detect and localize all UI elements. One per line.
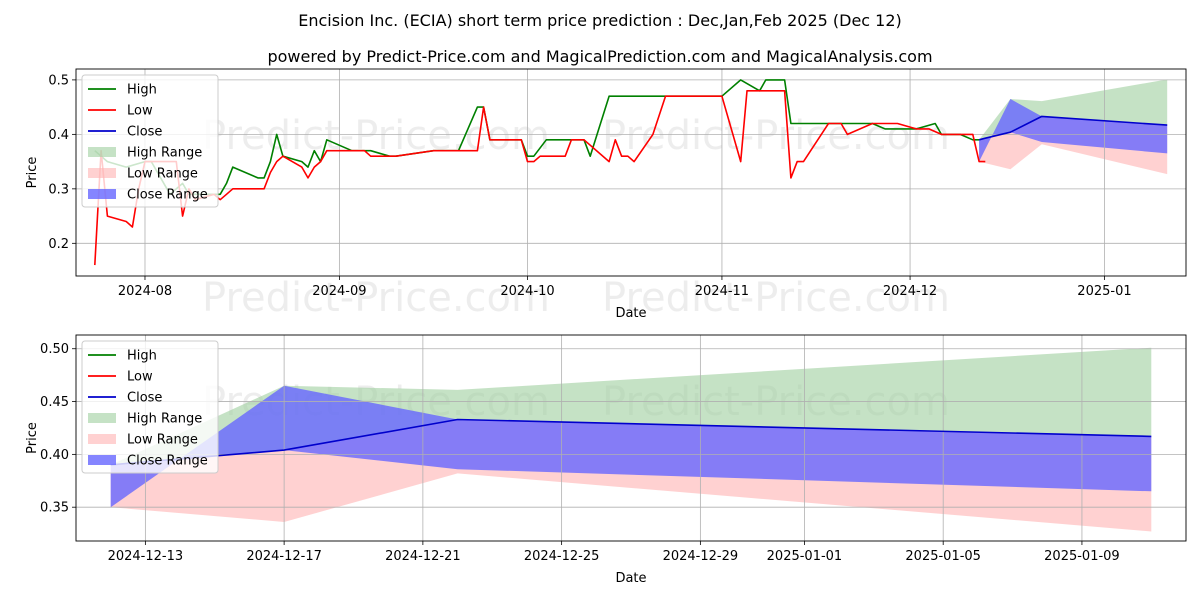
legend-label: Close	[127, 391, 162, 406]
legend-swatch	[88, 168, 116, 178]
legend-swatch	[88, 413, 116, 423]
x-tick-label: 2025-01-09	[1044, 549, 1120, 564]
y-tick-label: 0.5	[48, 73, 69, 88]
y-axis-label: Price	[25, 157, 40, 189]
legend-label: Low Range	[127, 167, 198, 182]
x-tick-label: 2024-10	[500, 284, 554, 299]
legend-swatch	[88, 147, 116, 157]
axes-frame	[75, 68, 1187, 277]
x-axis-label: Date	[615, 306, 646, 321]
x-tick-label: 2024-12-17	[246, 549, 322, 564]
legend-label: Close Range	[127, 454, 208, 469]
watermark-text: Predict-Price.com	[202, 113, 550, 159]
watermark-text: Predict-Price.com	[202, 275, 550, 321]
high-range-area	[110, 347, 1152, 465]
x-tick-label: 2024-12-29	[663, 549, 739, 564]
legend-label: Low	[127, 370, 153, 385]
x-tick-label: 2024-12-25	[524, 549, 600, 564]
legend-label: High Range	[127, 412, 202, 427]
forecast-zoom-chart: Predict-Price.comPredict-Price.com2024-1…	[25, 334, 1187, 586]
x-tick-label: 2024-09	[312, 284, 366, 299]
chart-subtitle: powered by Predict-Price.com and Magical…	[267, 47, 932, 66]
watermark-text: Predict-Price.com	[602, 275, 950, 321]
chart-title: Encision Inc. (ECIA) short term price pr…	[298, 11, 902, 30]
legend-label: High	[127, 349, 157, 364]
axes-frame	[75, 334, 1187, 542]
x-tick-label: 2025-01-05	[905, 549, 981, 564]
legend-label: Close Range	[127, 188, 208, 203]
x-tick-label: 2024-11	[695, 284, 749, 299]
x-axis-label: Date	[615, 571, 646, 586]
x-tick-label: 2025-01-01	[767, 549, 843, 564]
high-line	[94, 79, 980, 196]
close-range-area	[979, 99, 1168, 162]
watermark-text: Predict-Price.com	[602, 113, 950, 159]
legend-label: Low Range	[127, 433, 198, 448]
y-axis-label: Price	[25, 422, 40, 454]
y-tick-label: 0.4	[48, 128, 69, 143]
y-tick-label: 0.35	[40, 501, 69, 516]
y-tick-label: 0.50	[40, 342, 69, 357]
legend-label: Low	[127, 104, 153, 119]
y-tick-label: 0.40	[40, 448, 69, 463]
legend-swatch	[88, 434, 116, 444]
legend-label: High	[127, 83, 157, 98]
high-range-area	[979, 79, 1168, 140]
main-price-chart: Predict-Price.com Predict-Price.com Predic…	[25, 68, 1187, 321]
x-tick-label: 2024-12-21	[385, 549, 461, 564]
y-tick-label: 0.45	[40, 395, 69, 410]
close-range-area	[110, 385, 1152, 508]
legend-label: Close	[127, 125, 162, 140]
x-tick-label: 2024-08	[118, 284, 172, 299]
close-line	[978, 115, 1168, 141]
x-tick-label: 2024-12	[883, 284, 937, 299]
legend-swatch	[88, 455, 116, 465]
x-tick-label: 2025-01	[1077, 284, 1131, 299]
legend-swatch	[88, 189, 116, 199]
legend-label: High Range	[127, 146, 202, 161]
y-tick-label: 0.2	[48, 237, 69, 252]
x-tick-label: 2024-12-13	[108, 549, 184, 564]
y-tick-label: 0.3	[48, 182, 69, 197]
